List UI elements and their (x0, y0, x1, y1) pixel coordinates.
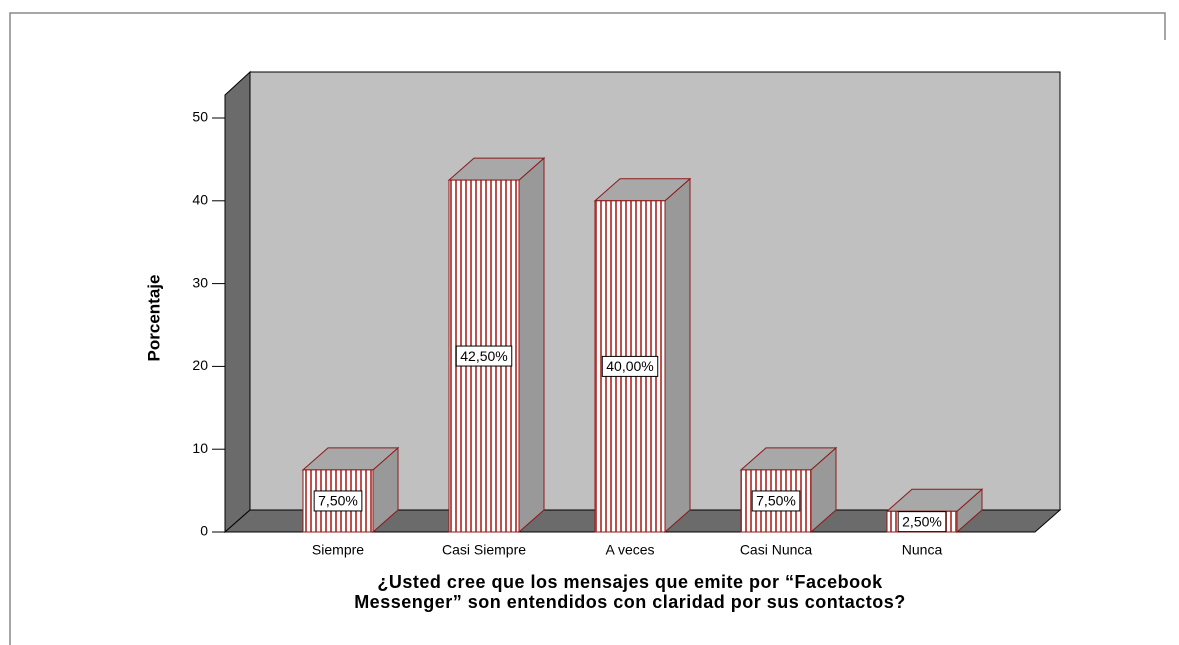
value-label: 42,50% (460, 348, 507, 364)
x-axis-title: ¿Usted cree que los mensajes que emite p… (354, 572, 906, 612)
value-label: 40,00% (606, 358, 653, 374)
frame (9, 12, 1166, 645)
value-label: 7,50% (318, 493, 358, 509)
value-label-box (751, 490, 801, 512)
value-label-box (455, 345, 513, 367)
left-wall (224, 70, 251, 534)
bar-side (664, 177, 691, 534)
value-label-box (601, 355, 659, 377)
y-axis-title: Porcentaje (144, 275, 163, 362)
y-tick-label: 20 (192, 357, 208, 373)
value-label: 7,50% (756, 493, 796, 509)
value-label-box (897, 511, 947, 533)
x-tick-label: Casi Siempre (442, 542, 526, 558)
y-tick-label: 10 (192, 440, 208, 456)
bar-side (518, 156, 545, 534)
y-tick-label: 40 (192, 192, 208, 208)
value-label-box (313, 490, 363, 512)
x-tick-label: A veces (605, 542, 654, 558)
value-label: 2,50% (902, 513, 942, 529)
x-tick-label: Siempre (312, 542, 364, 558)
y-tick-label: 50 (192, 109, 208, 125)
x-tick-label: Casi Nunca (740, 542, 813, 558)
y-tick-label: 30 (192, 274, 208, 290)
y-tick-label: 0 (200, 523, 208, 539)
x-tick-label: Nunca (902, 542, 943, 558)
